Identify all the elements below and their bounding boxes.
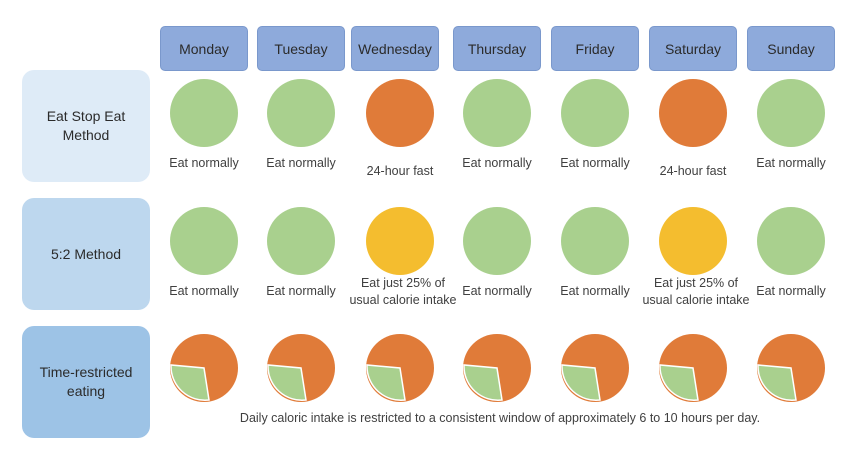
row-label-time-restricted: Time-restricted eating: [22, 326, 150, 438]
day-caption: Eat normally: [560, 284, 630, 298]
eating-window-pie: [659, 334, 727, 402]
day-caption: 24-hour fast: [366, 164, 434, 178]
day-caption: Eat normally: [266, 284, 336, 298]
day-circle-eat-normally: [463, 207, 531, 275]
day-header-saturday: Saturday: [649, 26, 737, 71]
row-label-eat-stop-eat: Eat Stop Eat Method: [22, 70, 150, 182]
day-caption: Eat normally: [266, 156, 336, 170]
day-circle-eat-normally: [561, 207, 629, 275]
day-circle-fast: [366, 79, 434, 147]
day-caption: Eat just 25% of usual calorie intake: [642, 276, 750, 307]
day-circle-reduced-intake: [659, 207, 727, 275]
row-label-5-2-method: 5:2 Method: [22, 198, 150, 310]
day-circle-fast: [659, 79, 727, 147]
day-circle-eat-normally: [561, 79, 629, 147]
eating-window-pie: [170, 334, 238, 402]
day-circle-eat-normally: [267, 207, 335, 275]
day-circle-eat-normally: [267, 79, 335, 147]
time-restricted-note: Daily caloric intake is restricted to a …: [239, 411, 761, 425]
day-caption: Eat normally: [560, 156, 630, 170]
day-header-sunday: Sunday: [747, 26, 835, 71]
eating-window-pie: [366, 334, 434, 402]
day-header-tuesday: Tuesday: [257, 26, 345, 71]
day-caption: Eat normally: [462, 156, 532, 170]
day-header-friday: Friday: [551, 26, 639, 71]
day-circle-eat-normally: [757, 79, 825, 147]
eating-window-pie: [267, 334, 335, 402]
day-caption: Eat normally: [462, 284, 532, 298]
eating-window-pie: [561, 334, 629, 402]
day-header-thursday: Thursday: [453, 26, 541, 71]
eating-window-pie: [463, 334, 531, 402]
day-circle-eat-normally: [757, 207, 825, 275]
day-circle-eat-normally: [463, 79, 531, 147]
day-circle-reduced-intake: [366, 207, 434, 275]
eating-window-pie: [757, 334, 825, 402]
day-caption: Eat normally: [169, 284, 239, 298]
day-caption: Eat normally: [756, 284, 826, 298]
day-caption: Eat normally: [756, 156, 826, 170]
day-caption: 24-hour fast: [659, 164, 727, 178]
day-header-monday: Monday: [160, 26, 248, 71]
day-caption: Eat just 25% of usual calorie intake: [349, 276, 457, 307]
day-caption: Eat normally: [169, 156, 239, 170]
day-circle-eat-normally: [170, 207, 238, 275]
day-circle-eat-normally: [170, 79, 238, 147]
day-header-wednesday: Wednesday: [351, 26, 439, 71]
